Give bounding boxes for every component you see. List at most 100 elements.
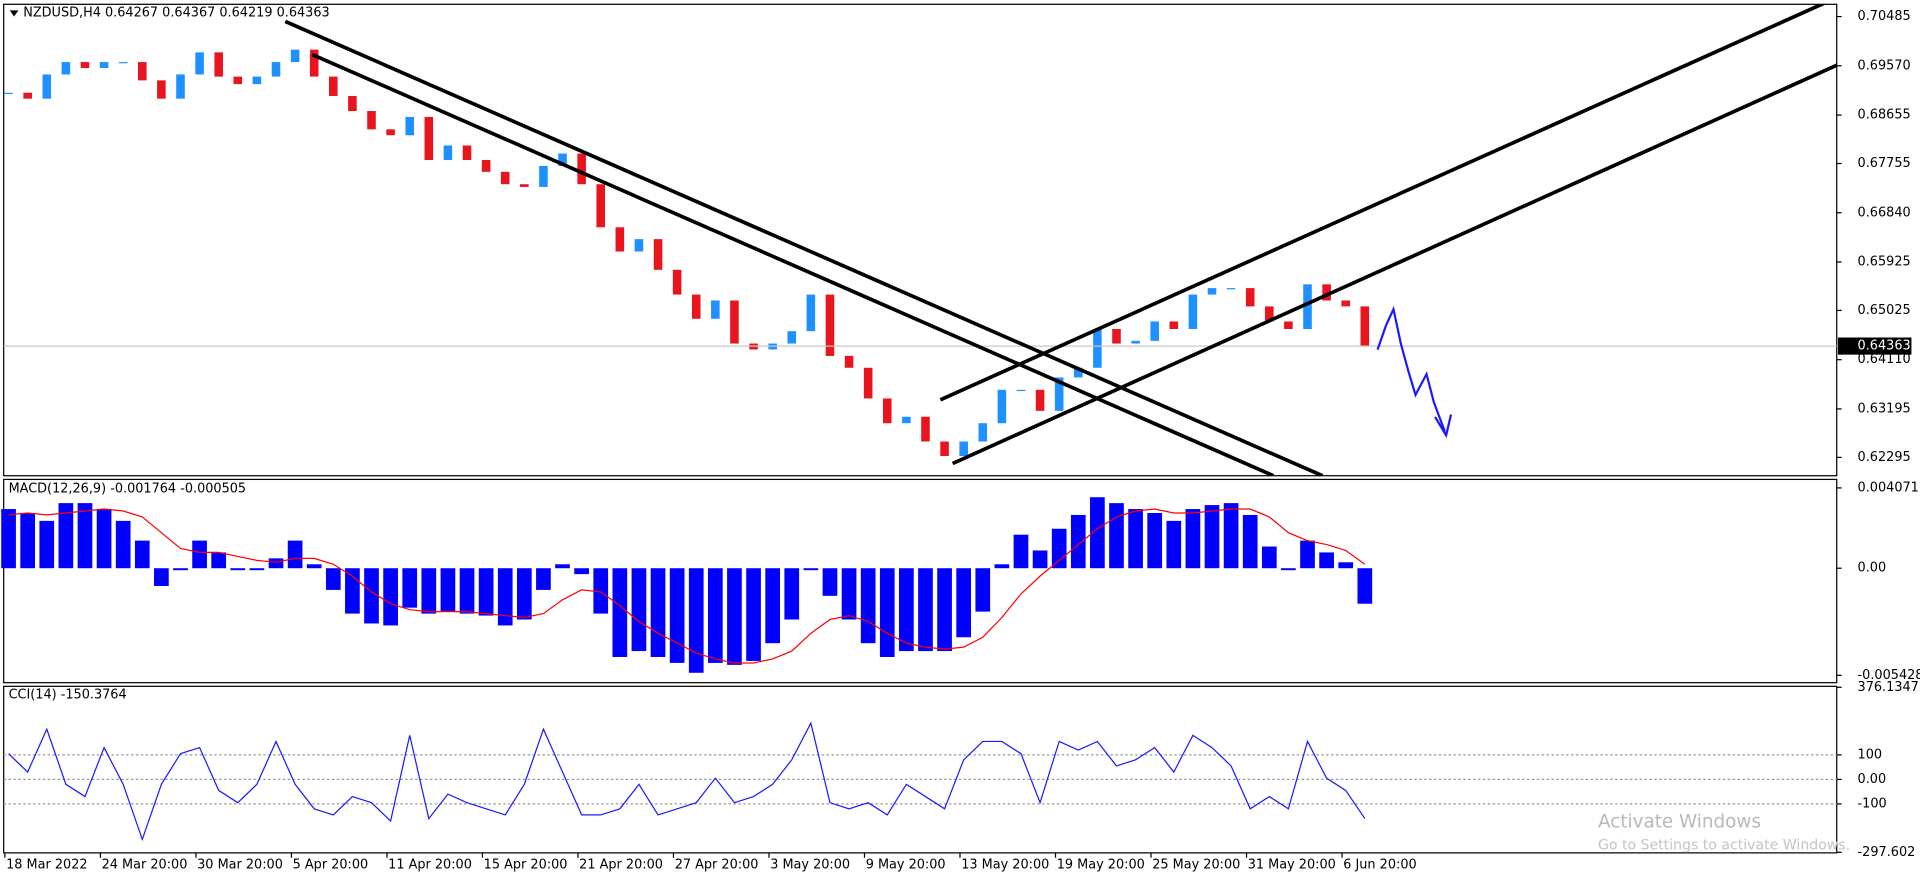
y-tick-label: -297.602 [1858, 845, 1916, 860]
x-tick-label: 9 May 20:00 [866, 858, 946, 873]
macd-bar [1070, 514, 1086, 569]
candle [1207, 288, 1217, 295]
candle [309, 49, 319, 77]
x-tick-label: 13 May 20:00 [961, 858, 1049, 873]
macd-bar [899, 568, 914, 652]
candle [921, 416, 930, 442]
candle [653, 239, 663, 270]
candle [1016, 389, 1026, 392]
candle [1074, 367, 1083, 378]
candle [42, 74, 52, 99]
macd-bar [860, 568, 876, 644]
x-tick-label: 30 Mar 20:00 [197, 858, 283, 873]
macd-bar [555, 564, 570, 569]
candle [520, 184, 529, 187]
candle [940, 441, 949, 457]
macd-bar [994, 564, 1010, 569]
y-tick-label: -100 [1858, 796, 1887, 811]
candle [405, 116, 414, 136]
x-tick-label: 27 Apr 20:00 [675, 858, 759, 873]
candle [443, 145, 453, 161]
macd-bar [58, 503, 74, 569]
candle [252, 76, 262, 85]
candle [157, 80, 166, 99]
macd-bar [39, 520, 55, 569]
macd-bar [1051, 528, 1067, 569]
candle [1131, 340, 1140, 344]
macd-bar [1357, 568, 1373, 604]
macd-bar [173, 568, 188, 571]
macd-bar [1147, 512, 1163, 569]
candle [1093, 329, 1102, 368]
macd-bar [1338, 562, 1354, 569]
x-tick-label: 5 Apr 20:00 [293, 858, 369, 873]
macd-bar [1204, 505, 1220, 569]
y-tick-label: 376.1347 [1858, 680, 1919, 695]
macd-bar [364, 568, 379, 624]
candle [558, 153, 567, 166]
x-tick-label: 11 Apr 20:00 [388, 858, 472, 873]
candle [691, 294, 701, 319]
macd-bar [650, 568, 666, 657]
signal-line [8, 508, 1366, 664]
trendline [311, 52, 1275, 476]
candle [1226, 288, 1236, 290]
macd-bar [96, 509, 112, 569]
candle [1322, 284, 1331, 301]
panel-title: MACD(12,26,9) -0.001764 -0.000505 [9, 482, 247, 497]
macd-bar [440, 568, 456, 612]
macd-bar [497, 568, 513, 626]
candle [118, 62, 128, 64]
candle [424, 116, 434, 161]
candle [1112, 329, 1121, 344]
candle [233, 76, 243, 85]
candle [348, 95, 357, 112]
macd-bar [20, 512, 36, 569]
watermark-subtitle: Go to Settings to activate Windows. [1598, 838, 1850, 854]
macd-bar [918, 568, 933, 652]
macd-bar [516, 568, 532, 620]
candle [1341, 300, 1350, 307]
candle [23, 92, 32, 99]
macd-bar [574, 568, 589, 575]
trendlines [284, 4, 1837, 476]
candle [1284, 321, 1293, 330]
macd-bar [192, 540, 207, 569]
candle [711, 300, 720, 319]
y-tick-label: 0.67755 [1858, 156, 1911, 171]
candle [882, 398, 892, 424]
candle [271, 62, 281, 77]
y-tick-label: -0.005428 [1858, 668, 1920, 683]
candle [1150, 321, 1159, 341]
candle [4, 92, 13, 94]
candle [386, 129, 395, 136]
candle [730, 300, 739, 344]
y-tick-label: 0.66840 [1858, 205, 1911, 220]
x-tick-label: 15 Apr 20:00 [484, 858, 568, 873]
macd-bar [1185, 509, 1201, 569]
macd-bar [784, 568, 800, 620]
y-tick-label: 0.64110 [1858, 352, 1911, 367]
macd-bar [1013, 534, 1029, 569]
y-tick-label: 0.65025 [1858, 303, 1911, 318]
macd-bar [230, 568, 246, 571]
candle [806, 294, 816, 332]
candle [1054, 377, 1064, 411]
macd-bar [879, 568, 895, 657]
macd-bar [211, 552, 227, 569]
candle [462, 145, 472, 161]
macd-bar [268, 558, 284, 569]
candle [615, 227, 625, 252]
current-price-label: 0.64363 [1858, 339, 1911, 354]
candle [1360, 306, 1370, 347]
macd-bar [402, 568, 418, 608]
macd-bar [1, 509, 16, 569]
y-tick-label: 0.004071 [1858, 480, 1919, 495]
y-tick-label: 0.63195 [1858, 401, 1911, 416]
macd-bar [421, 568, 437, 614]
candle [997, 389, 1007, 424]
macd-bar [593, 568, 609, 614]
macd-bar [1032, 550, 1048, 569]
